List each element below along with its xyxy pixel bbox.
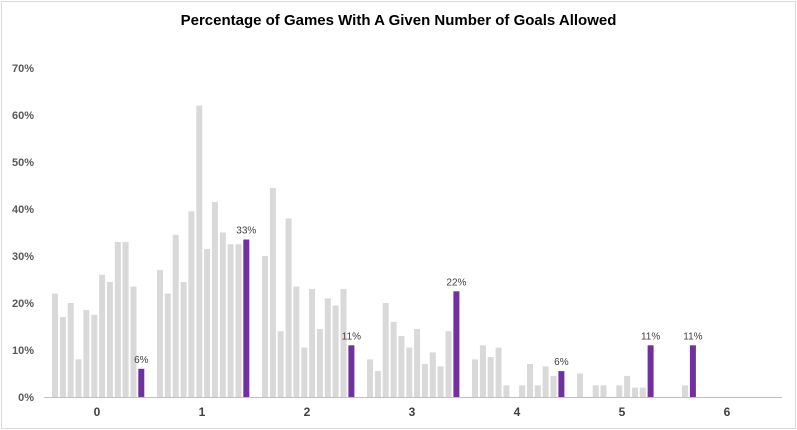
y-tick-label: 50% (12, 157, 34, 169)
bar (445, 331, 452, 397)
bar (196, 105, 203, 397)
bar (235, 244, 242, 398)
data-labels: 6% 33% 11% 22% 6% 11% 11% (134, 226, 703, 369)
bar (211, 201, 218, 397)
y-tick-label: 10% (12, 345, 34, 357)
y-tick-label: 60% (12, 110, 34, 122)
bar (382, 303, 389, 397)
bar (340, 288, 347, 397)
x-tick-label: 5 (619, 405, 626, 419)
bar (204, 248, 211, 397)
highlight-bar (647, 345, 654, 397)
bar (600, 385, 607, 398)
bar (406, 347, 413, 397)
bar (414, 328, 421, 397)
bar (437, 366, 444, 397)
bar (285, 218, 292, 397)
bar (316, 328, 323, 397)
bar (262, 256, 268, 397)
bar (75, 359, 82, 397)
bar (227, 244, 234, 398)
bar (577, 373, 583, 397)
bar (106, 281, 113, 397)
bar (309, 288, 316, 397)
bar (91, 314, 98, 398)
bar (122, 241, 129, 397)
bar (503, 385, 510, 398)
bar (487, 357, 494, 397)
bar (429, 352, 436, 397)
data-label: 33% (236, 226, 256, 237)
x-tick-label: 0 (94, 405, 101, 419)
bar (542, 366, 549, 397)
data-label: 6% (554, 357, 569, 368)
bar (67, 303, 74, 397)
bar (527, 364, 533, 397)
bar (301, 347, 308, 397)
bar (293, 286, 300, 397)
highlight-bar (243, 239, 250, 397)
bar (495, 347, 502, 397)
bar (550, 375, 557, 397)
bar (519, 385, 526, 398)
bar (172, 234, 179, 397)
highlight-bar (453, 291, 460, 398)
bar (390, 321, 397, 397)
x-tick-label: 2 (304, 405, 311, 419)
bar (130, 286, 137, 397)
x-tick-label: 4 (514, 405, 521, 419)
bar (639, 387, 646, 397)
y-tick-label: 70% (12, 63, 34, 75)
bar (632, 387, 638, 397)
data-label: 6% (134, 355, 149, 366)
x-axis: 0 1 2 3 4 5 6 (44, 397, 782, 419)
data-label: 11% (683, 331, 702, 342)
highlight-bar (138, 368, 145, 397)
data-label: 22% (446, 277, 466, 288)
bars (52, 105, 696, 398)
bar (99, 274, 106, 397)
y-tick-label: 20% (12, 298, 34, 310)
bar (592, 385, 599, 398)
y-tick-label: 30% (12, 251, 34, 263)
highlight-bar (558, 371, 565, 397)
bar (332, 305, 339, 397)
bar (324, 298, 331, 397)
bar (421, 364, 428, 397)
bar (59, 317, 66, 397)
bar (180, 281, 187, 397)
bar (277, 331, 284, 397)
bar (83, 310, 90, 397)
x-tick-label: 1 (199, 405, 206, 419)
bar (616, 385, 623, 398)
data-label: 11% (641, 331, 660, 342)
chart-title: Percentage of Games With A Given Number … (180, 12, 617, 29)
bar (157, 270, 163, 397)
bar (682, 385, 688, 398)
bar (624, 375, 631, 397)
bar (52, 293, 58, 397)
x-tick-label: 6 (724, 405, 731, 419)
bar (114, 241, 121, 397)
y-tick-label: 0% (18, 392, 34, 404)
y-tick-label: 40% (12, 204, 34, 216)
bar (219, 232, 226, 397)
highlight-bar (689, 345, 696, 397)
highlight-bar (348, 345, 355, 397)
y-axis: 0% 10% 20% 30% 40% 50% 60% 70% (12, 63, 34, 404)
bar (472, 359, 478, 397)
bar (534, 385, 541, 398)
bar (398, 335, 405, 397)
bar (269, 187, 276, 397)
bar (188, 211, 195, 397)
bar (479, 345, 486, 397)
bar (367, 359, 373, 397)
bar (164, 293, 171, 397)
x-tick-label: 3 (409, 405, 416, 419)
bar (374, 371, 381, 397)
data-label: 11% (342, 331, 361, 342)
